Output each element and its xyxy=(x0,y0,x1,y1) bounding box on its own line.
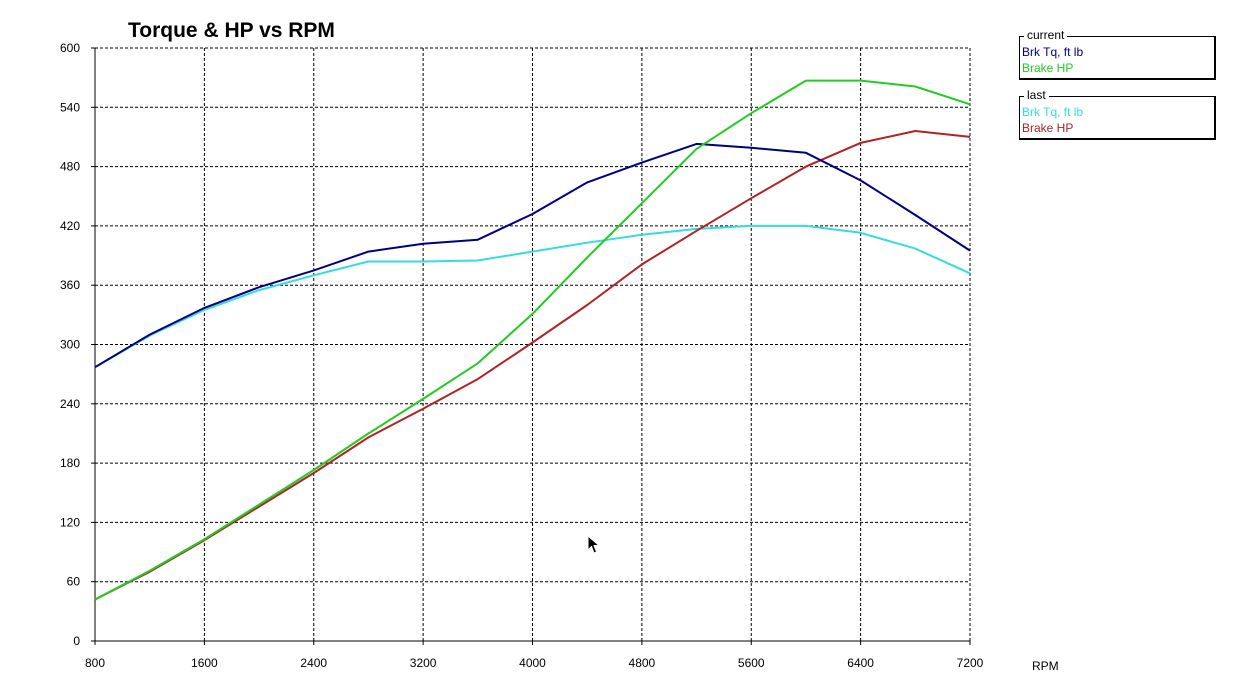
tick-labels: 0 60 120 180 240 300 360 420 480 540 600 800 1600 240… xyxy=(60,41,984,670)
x-tick-label: 4000 xyxy=(519,656,546,670)
y-tick-label: 120 xyxy=(60,515,80,529)
series-line-last-hp xyxy=(94,130,971,601)
legend-entry-last-torque: Brk Tq, ft lb xyxy=(1022,105,1084,119)
grid xyxy=(95,47,971,641)
y-tick-label: 360 xyxy=(60,278,80,292)
x-tick-label: 7200 xyxy=(957,656,984,670)
y-tick-label: 540 xyxy=(60,100,80,114)
y-tick-label: 300 xyxy=(60,338,80,352)
legend-last: last Brk Tq, ft lb Brake HP xyxy=(1019,88,1216,140)
y-tick-label: 180 xyxy=(60,456,80,470)
series-lines xyxy=(94,79,971,601)
axes xyxy=(91,47,971,645)
legend-entry-current-torque: Brk Tq, ft lb xyxy=(1022,45,1084,59)
legend-current: current Brk Tq, ft lb Brake HP xyxy=(1019,28,1216,80)
legend-caption-last: last xyxy=(1024,88,1049,102)
y-tick-label: 600 xyxy=(60,41,80,55)
series-line-current-hp xyxy=(94,79,971,601)
x-axis-label: RPM xyxy=(1032,659,1059,673)
x-tick-label: 3200 xyxy=(410,656,437,670)
legend-entry-current-hp: Brake HP xyxy=(1022,61,1074,75)
x-tick-label: 2400 xyxy=(300,656,327,670)
x-tick-label: 1600 xyxy=(191,656,218,670)
x-tick-label: 5600 xyxy=(738,656,765,670)
series-line-current-torque xyxy=(94,142,971,369)
x-tick-label: 4800 xyxy=(629,656,656,670)
y-tick-label: 420 xyxy=(60,219,80,233)
x-tick-label: 800 xyxy=(85,656,105,670)
mouse-pointer-icon xyxy=(587,535,601,554)
x-tick-label: 6400 xyxy=(847,656,874,670)
legend-entry-last-hp: Brake HP xyxy=(1022,121,1074,135)
series-line-last-torque xyxy=(94,224,971,369)
chart-title: Torque & HP vs RPM xyxy=(128,19,335,42)
y-tick-label: 240 xyxy=(60,397,80,411)
legend-caption-current: current xyxy=(1024,28,1068,42)
y-tick-label: 480 xyxy=(60,160,80,174)
y-tick-label: 60 xyxy=(67,575,81,589)
y-tick-label: 0 xyxy=(73,634,80,648)
